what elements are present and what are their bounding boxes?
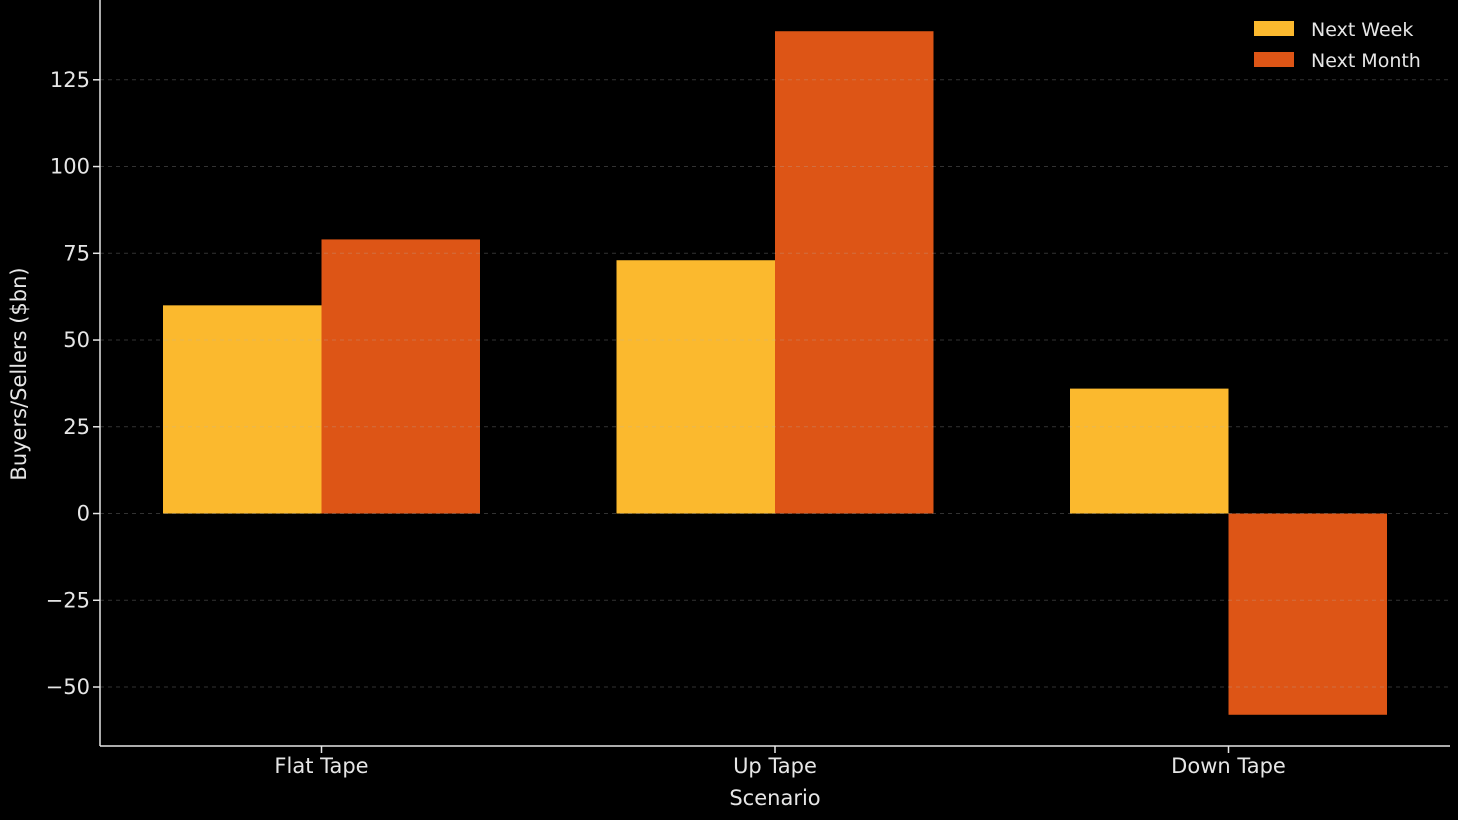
x-tick-label-flat-tape: Flat Tape: [274, 754, 368, 778]
bar-down-tape-next-month: [1228, 513, 1387, 715]
bars: [163, 31, 1387, 715]
y-tick-label-100: 100: [50, 155, 90, 179]
legend-label-next-week: Next Week: [1311, 19, 1413, 41]
x-ticks: Flat Tape Up Tape Down Tape: [274, 746, 1286, 778]
bar-up-tape-next-month: [775, 31, 934, 514]
legend-swatch-next-week: [1254, 21, 1294, 36]
grid-lines: [100, 79, 1450, 688]
legend-swatch-next-month: [1254, 52, 1294, 67]
y-tick-label-50: −50: [46, 675, 90, 699]
y-tick-label-125: 125: [50, 68, 90, 92]
bar-down-tape-next-week: [1070, 388, 1229, 514]
bar-flat-tape-next-month: [321, 239, 480, 514]
y-axis-title: Buyers/Sellers ($bn): [7, 267, 31, 480]
y-tick-label-25: 25: [63, 415, 90, 439]
bar-flat-tape-next-week: [163, 305, 322, 514]
x-axis-title: Scenario: [729, 786, 820, 810]
y-tick-label-75: 75: [63, 241, 90, 265]
x-tick-label-down-tape: Down Tape: [1171, 754, 1286, 778]
x-tick-label-up-tape: Up Tape: [733, 754, 817, 778]
y-ticks: −50 −25 0 25 50 75 100 125: [46, 68, 100, 699]
y-tick-label-0: 0: [77, 502, 90, 526]
bar-up-tape-next-week: [616, 260, 775, 514]
legend-label-next-month: Next Month: [1311, 50, 1421, 72]
legend: Next Week Next Month: [1254, 19, 1421, 72]
y-tick-label-50: 50: [63, 328, 90, 352]
y-tick-label-25: −25: [46, 588, 90, 612]
